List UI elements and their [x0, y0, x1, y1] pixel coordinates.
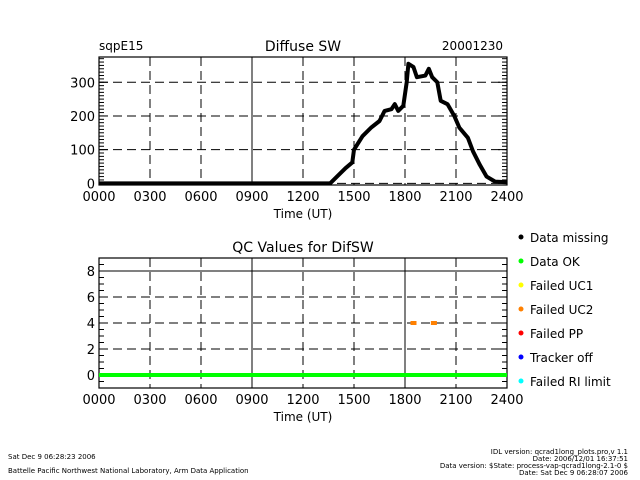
y-tick-label: 4 — [87, 317, 95, 332]
legend-marker — [518, 258, 524, 264]
x-tick-label: 0300 — [133, 393, 166, 408]
x-tick-label: 0300 — [133, 190, 166, 205]
legend-label: Data missing — [530, 231, 609, 245]
y-tick-label: 2 — [87, 343, 95, 358]
x-tick-label: 0600 — [184, 393, 217, 408]
x-tick-label: 2400 — [490, 393, 523, 408]
x-tick-label: 2400 — [490, 190, 523, 205]
legend-label: Failed RI limit — [530, 375, 611, 389]
x-axis-label: Time (UT) — [273, 410, 333, 424]
qc-point-failed-uc2 — [430, 321, 437, 325]
footer-run-date: Sat Dec 9 06:28:23 2006 — [8, 453, 96, 461]
x-tick-label: 0000 — [82, 190, 115, 205]
series-line-diffuse-sw — [99, 61, 508, 186]
x-axis-label: Time (UT) — [273, 207, 333, 221]
x-tick-label: 1500 — [337, 190, 370, 205]
x-tick-label: 1200 — [286, 190, 319, 205]
x-tick-label: 2100 — [439, 190, 472, 205]
footer-data-version: Data version: $State: process-vap-qcrad1… — [439, 462, 628, 470]
legend-label: Data OK — [530, 255, 581, 269]
x-tick-label: 0000 — [82, 393, 115, 408]
y-tick-label: 8 — [87, 265, 95, 280]
x-tick-label: 2100 — [439, 393, 472, 408]
x-tick-label: 1500 — [337, 393, 370, 408]
legend-marker — [518, 354, 524, 360]
y-tick-label: 0 — [87, 177, 95, 192]
y-tick-label: 0 — [87, 369, 95, 384]
x-tick-label: 0600 — [184, 190, 217, 205]
legend-label: Failed UC2 — [530, 303, 593, 317]
legend-label: Failed PP — [530, 327, 583, 341]
footer-idl-version: IDL version: qcrad1long_plots.pro,v 1.1 — [490, 448, 628, 456]
legend-label: Tracker off — [529, 351, 593, 365]
y-tick-label: 300 — [70, 76, 95, 91]
date-label: 20001230 — [442, 39, 503, 53]
x-tick-label: 1800 — [388, 190, 421, 205]
legend-marker — [518, 306, 524, 312]
footer-idl-date: Date: 2006/12/01 16:37:51 — [532, 455, 628, 463]
x-tick-label: 0900 — [235, 393, 268, 408]
qc-chart-title: QC Values for DifSW — [232, 240, 374, 256]
chart-title: Diffuse SW — [265, 39, 341, 55]
footer-data-date: Date: Sat Dec 9 06:28:07 2006 — [519, 469, 628, 477]
qc-point-failed-uc2 — [410, 321, 417, 325]
y-tick-label: 6 — [87, 291, 95, 306]
legend-marker — [518, 378, 524, 384]
legend-marker — [518, 330, 524, 336]
site-label: sqpE15 — [99, 39, 143, 53]
x-tick-label: 1200 — [286, 393, 319, 408]
legend-label: Failed UC1 — [530, 279, 593, 293]
y-tick-label: 200 — [70, 110, 95, 125]
legend-marker — [518, 234, 524, 240]
y-tick-label: 100 — [70, 144, 95, 159]
x-tick-label: 0900 — [235, 190, 268, 205]
legend-marker — [518, 282, 524, 288]
x-tick-label: 1800 — [388, 393, 421, 408]
footer-lab: Battelle Pacific Northwest National Labo… — [8, 467, 249, 475]
